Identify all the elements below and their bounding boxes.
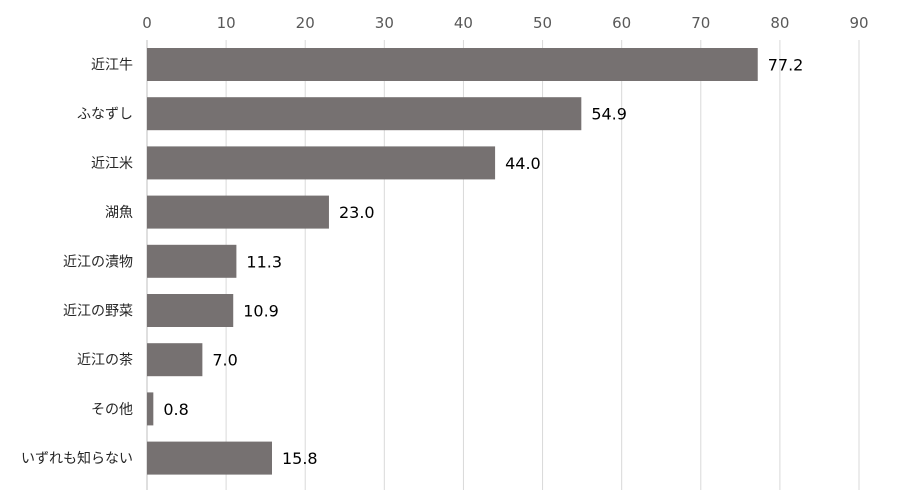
bar — [147, 146, 496, 180]
x-tick-label: 10 — [217, 14, 236, 32]
data-label: 0.8 — [163, 400, 188, 419]
x-tick-label: 50 — [533, 14, 552, 32]
x-tick-label: 0 — [142, 14, 152, 32]
bar — [147, 343, 203, 377]
x-tick-label: 30 — [375, 14, 394, 32]
x-tick-label: 90 — [849, 14, 868, 32]
bars — [147, 48, 758, 475]
category-label: 近江の漬物 — [63, 254, 133, 270]
x-tick-label: 20 — [296, 14, 315, 32]
data-label: 23.0 — [339, 203, 375, 222]
category-label: 湖魚 — [105, 205, 133, 221]
bar — [147, 294, 234, 327]
x-tick-label: 70 — [691, 14, 710, 32]
data-label: 15.8 — [282, 449, 318, 468]
data-label: 54.9 — [591, 105, 627, 124]
category-label: 近江米 — [91, 156, 133, 172]
bar — [147, 48, 758, 81]
data-label: 10.9 — [243, 302, 279, 321]
data-label: 77.2 — [768, 56, 804, 75]
bar — [147, 97, 582, 131]
x-axis-ticks: 0 10 20 30 40 50 60 70 80 90 — [142, 14, 868, 32]
bar — [147, 392, 154, 426]
category-label: 近江の野菜 — [63, 304, 133, 320]
x-tick-label: 40 — [454, 14, 473, 32]
data-labels: 77.2 54.9 44.0 23.0 11.3 10.9 7.0 0.8 15.8 — [163, 56, 803, 469]
data-label: 11.3 — [246, 252, 282, 271]
bar — [147, 441, 272, 475]
bar — [147, 244, 237, 278]
x-tick-label: 60 — [612, 14, 631, 32]
category-label: その他 — [91, 402, 133, 418]
category-label: 近江の茶 — [77, 353, 133, 369]
data-label: 44.0 — [505, 154, 541, 173]
category-label: 近江牛 — [91, 58, 133, 74]
bar — [147, 195, 329, 229]
category-label: いずれも知らない — [21, 450, 133, 467]
data-label: 7.0 — [212, 351, 237, 370]
x-tick-label: 80 — [770, 14, 789, 32]
category-label: ふなずし — [77, 107, 133, 123]
